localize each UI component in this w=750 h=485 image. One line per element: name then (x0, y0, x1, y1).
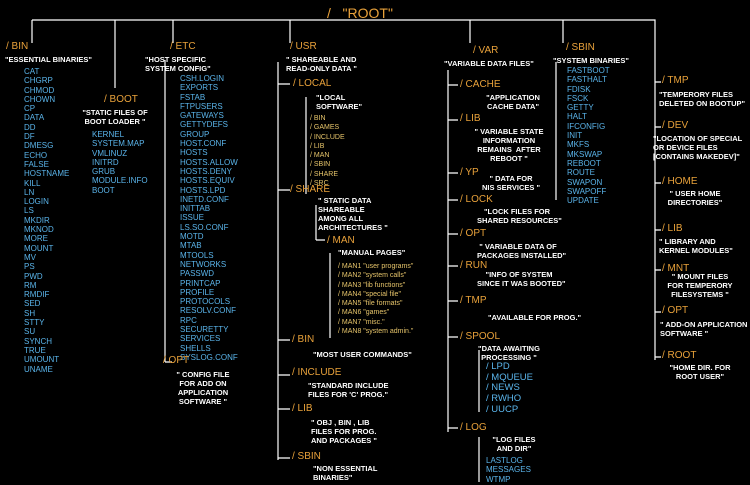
var-spool-subdir-list: / LPD / MQUEUE / NEWS / RWHO / UUCP (486, 361, 533, 415)
opt-folder-label: / OPT (662, 305, 689, 316)
usr-sbin-folder-label: / SBIN (292, 451, 321, 462)
sbin-description: "SYSTEM BINARIES" (553, 56, 629, 65)
var-lib-folder-label: / LIB (460, 113, 481, 124)
lib-folder-label: / LIB (662, 223, 683, 234)
usr-include-folder-label: / INCLUDE (292, 367, 342, 378)
var-folder-label: / VAR (473, 45, 499, 56)
etc-description: "HOST SPECIFIC SYSTEM CONFIG" (145, 55, 211, 73)
mnt-folder-label: / MNT (662, 263, 690, 274)
var-log-folder-label: / LOG (460, 422, 487, 433)
var-run-folder-label: / RUN (460, 260, 488, 271)
boot-file-list: KERNEL SYSTEM.MAP VMLINUZ INITRD GRUB MO… (92, 130, 148, 195)
usr-lib-description: " OBJ , BIN , LIB FILES FOR PROG. AND PA… (311, 418, 377, 445)
usr-folder-label: / USR (290, 41, 317, 52)
boot-description: "STATIC FILES OF BOOT LOADER " (82, 108, 148, 126)
var-lib-description: " VARIABLE STATE INFORMATION REMAINS AFT… (474, 127, 544, 163)
home-folder-label: / HOME (662, 176, 698, 187)
var-opt-folder-label: / OPT (460, 228, 487, 239)
var-description: "VARIABLE DATA FILES" (444, 59, 534, 68)
etc-file-list: CSH.LOGIN EXPORTS FSTAB FTPUSERS GATEWAY… (180, 74, 238, 362)
usr-lib-folder-label: / LIB (292, 403, 313, 414)
var-lock-folder-label: / LOCK (460, 194, 493, 205)
root-title: / "ROOT" (327, 5, 393, 21)
bin-description: "ESSENTIAL BINARIES" (5, 55, 92, 64)
var-spool-folder-label: / SPOOL (460, 331, 501, 342)
usr-sbin-description: "NON ESSENTIAL BINARIES" (313, 464, 378, 482)
usr-bin-description: "MOST USER COMMANDS" (313, 350, 412, 359)
var-tmp-description: "AVAILABLE FOR PROG." (488, 313, 582, 322)
opt-description: " ADD-ON APPLICATION SOFTWARE " (660, 320, 748, 338)
etc-opt-folder-label: / OPT (163, 355, 190, 366)
home-description: " USER HOME DIRECTORIES" (667, 189, 723, 207)
mnt-description: " MOUNT FILES FOR TEMPERORY FILESYSTEMS … (667, 272, 733, 299)
var-yp-description: " DATA FOR NIS SERVICES " (481, 174, 541, 192)
var-log-file-list: LASTLOG MESSAGES WTMP (486, 456, 531, 484)
lib-description: " LIBRARY AND KERNEL MODULES" (659, 237, 733, 255)
etc-opt-description: " CONFIG FILE FOR ADD ON APPLICATION SOF… (176, 370, 230, 406)
usr-man-section-list: / MAN1 "user programs" / MAN2 "system ca… (338, 263, 414, 336)
etc-folder-label: / ETC (170, 41, 196, 52)
var-run-description: "INFO OF SYSTEM SINCE IT WAS BOOTED" (477, 270, 566, 288)
usr-include-description: "STANDARD INCLUDE FILES FOR 'C' PROG." (308, 381, 389, 399)
usr-description: " SHAREABLE AND READ-ONLY DATA " (286, 55, 357, 73)
root-home-description: "HOME DIR. FOR ROOT USER" (669, 363, 731, 381)
var-cache-description: "APPLICATION CACHE DATA" (486, 93, 540, 111)
usr-share-folder-label: / SHARE (290, 184, 331, 195)
dev-folder-label: / DEV (662, 120, 689, 131)
var-tmp-folder-label: / TMP (460, 295, 487, 306)
usr-share-description: " STATIC DATA SHAREABLE AMONG ALL ARCHIT… (318, 196, 388, 232)
usr-man-description: "MANUAL PAGES" (338, 248, 406, 257)
var-yp-folder-label: / YP (460, 167, 479, 178)
root-home-folder-label: / ROOT (662, 350, 697, 361)
var-cache-folder-label: / CACHE (460, 79, 501, 90)
bin-file-list: CAT CHGRP CHMOD CHOWN CP DATA DD DF DMES… (24, 67, 70, 374)
usr-man-folder-label: / MAN (327, 235, 355, 246)
boot-folder-label: / BOOT (104, 94, 138, 105)
usr-local-folder-label: / LOCAL (293, 78, 332, 89)
dev-description: "LOCATION OF SPECIAL OR DEVICE FILES [CO… (653, 134, 743, 161)
bin-folder-label: / BIN (6, 41, 29, 52)
usr-local-subdir-list: / BIN / GAMES / INCLUDE / LIB / MAN / SB… (310, 115, 345, 188)
var-spool-description: "DATA AWAITING PROCESSING " (478, 344, 540, 362)
var-opt-description: " VARIABLE DATA OF PACKAGES INSTALLED" (477, 242, 567, 260)
var-log-description: "LOG FILES AND DIR" (492, 435, 536, 453)
sbin-file-list: FASTBOOT FASTHALT FDISK FSCK GETTY HALT … (567, 66, 610, 206)
tmp-description: "TEMPERORY FILES DELETED ON BOOTUP" (659, 90, 746, 108)
tmp-folder-label: / TMP (662, 75, 689, 86)
var-lock-description: "LOCK FILES FOR SHARED RESOURCES" (477, 207, 562, 225)
usr-bin-folder-label: / BIN (292, 334, 315, 345)
usr-local-description: "LOCAL SOFTWARE" (316, 93, 363, 111)
sbin-folder-label: / SBIN (566, 42, 595, 53)
